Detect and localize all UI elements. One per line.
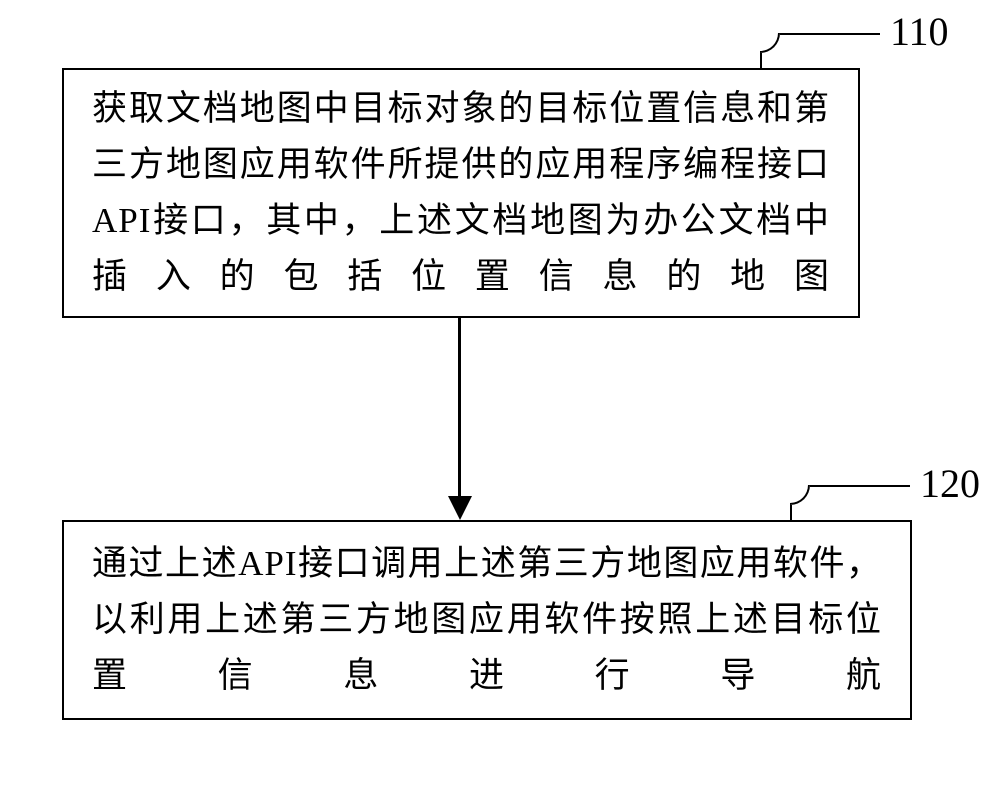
flowchart-node-110: 获取文档地图中目标对象的目标位置信息和第三方地图应用软件所提供的应用程序编程接口…: [62, 68, 860, 318]
label-curve: [760, 33, 780, 53]
flowchart-node-120: 通过上述API接口调用上述第三方地图应用软件，以利用上述第三方地图应用软件按照上…: [62, 520, 912, 720]
node-120-text: 通过上述API接口调用上述第三方地图应用软件，以利用上述第三方地图应用软件按照上…: [92, 536, 882, 704]
label-line-vertical: [790, 505, 792, 520]
label-curve: [790, 485, 810, 505]
label-110-text: 110: [890, 8, 949, 55]
node-110-text: 获取文档地图中目标对象的目标位置信息和第三方地图应用软件所提供的应用程序编程接口…: [92, 81, 830, 305]
flowchart-container: 获取文档地图中目标对象的目标位置信息和第三方地图应用软件所提供的应用程序编程接口…: [0, 0, 1000, 789]
label-line-horizontal: [810, 485, 910, 487]
label-120-text: 120: [920, 460, 980, 507]
label-line-horizontal: [780, 33, 880, 35]
arrow-head-icon: [448, 496, 472, 520]
label-line-vertical: [760, 53, 762, 68]
arrow-line: [458, 318, 461, 498]
